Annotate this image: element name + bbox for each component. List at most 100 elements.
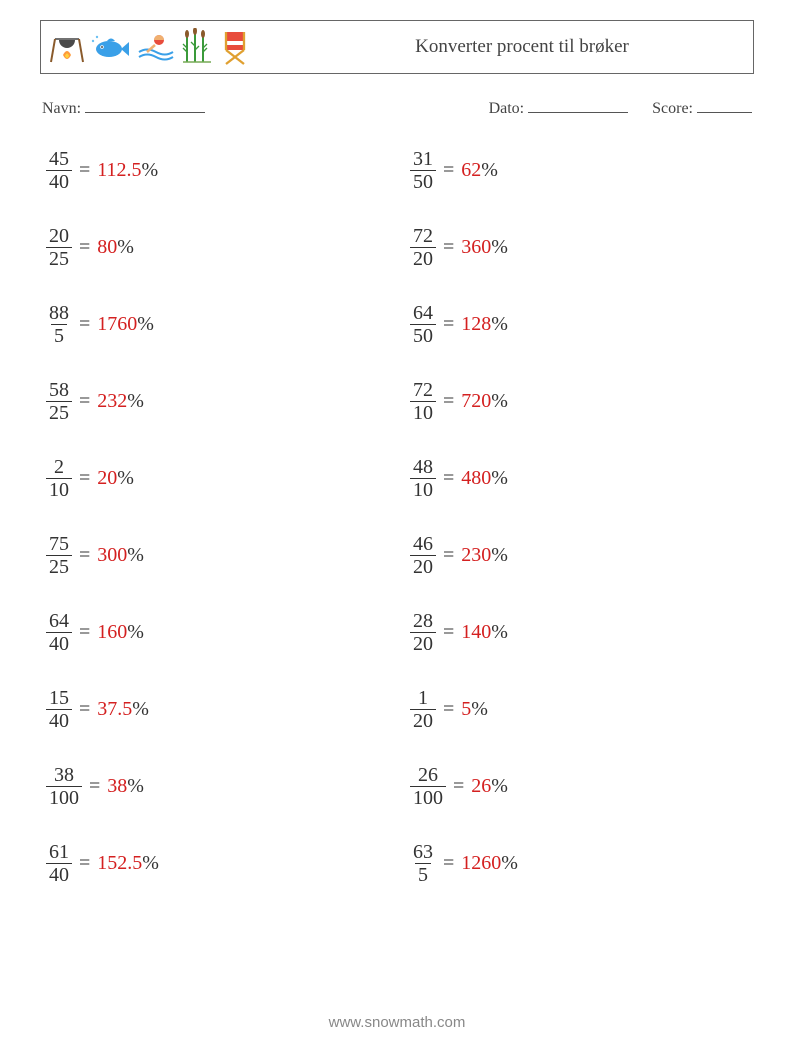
- fraction: 2820: [410, 610, 436, 655]
- chair-icon: [219, 28, 251, 66]
- answer-value: 38: [107, 775, 127, 798]
- percent-sign: %: [127, 621, 144, 644]
- numerator: 75: [46, 533, 72, 555]
- problems-grid: 4540=112.5%3150=62%2025=80%7220=360%885=…: [40, 148, 754, 886]
- answer-value: 360: [461, 236, 491, 259]
- percent-sign: %: [117, 467, 134, 490]
- problem-row: 3150=62%: [410, 148, 754, 193]
- fraction: 6140: [46, 841, 72, 886]
- problem-row: 2025=80%: [46, 225, 390, 270]
- numerator: 64: [46, 610, 72, 632]
- equals-sign: =: [443, 544, 454, 567]
- numerator: 38: [51, 764, 77, 786]
- footer-link: www.snowmath.com: [0, 1014, 794, 1031]
- percent-sign: %: [491, 775, 508, 798]
- answer-value: 1260: [461, 852, 501, 875]
- answer-value: 20: [97, 467, 117, 490]
- denominator: 20: [410, 632, 436, 655]
- fraction: 1540: [46, 687, 72, 732]
- fraction: 2025: [46, 225, 72, 270]
- fraction: 5825: [46, 379, 72, 424]
- percent-sign: %: [127, 775, 144, 798]
- denominator: 40: [46, 632, 72, 655]
- percent-sign: %: [142, 159, 159, 182]
- fish-icon: [91, 31, 131, 63]
- numerator: 58: [46, 379, 72, 401]
- fraction: 4540: [46, 148, 72, 193]
- numerator: 45: [46, 148, 72, 170]
- problem-row: 6440 = 160%: [46, 610, 390, 655]
- percent-sign: %: [491, 390, 508, 413]
- denominator: 25: [46, 247, 72, 270]
- percent-sign: %: [491, 313, 508, 336]
- problem-row: 4620 = 230%: [410, 533, 754, 578]
- problem-row: 38100=38%: [46, 764, 390, 809]
- denominator: 10: [410, 401, 436, 424]
- problem-row: 6450 = 128%: [410, 302, 754, 347]
- equals-sign: =: [79, 621, 90, 644]
- numerator: 48: [410, 456, 436, 478]
- problem-row: 885=1760%: [46, 302, 390, 347]
- answer-value: 480: [461, 467, 491, 490]
- numerator: 15: [46, 687, 72, 709]
- numerator: 31: [410, 148, 436, 170]
- fraction: 3150: [410, 148, 436, 193]
- denominator: 20: [410, 247, 436, 270]
- score-label: Score:: [652, 100, 752, 118]
- problem-row: 7525=300%: [46, 533, 390, 578]
- denominator: 10: [410, 478, 436, 501]
- percent-sign: %: [491, 467, 508, 490]
- equals-sign: =: [79, 236, 90, 259]
- denominator: 100: [46, 786, 82, 809]
- denominator: 5: [51, 324, 67, 347]
- fraction: 38100: [46, 764, 82, 809]
- denominator: 50: [410, 324, 436, 347]
- numerator: 63: [410, 841, 436, 863]
- problem-row: 26100 = 26%: [410, 764, 754, 809]
- answer-value: 230: [461, 544, 491, 567]
- equals-sign: =: [443, 313, 454, 336]
- fraction: 26100: [410, 764, 446, 809]
- percent-sign: %: [471, 698, 488, 721]
- header-icons: [41, 28, 251, 66]
- equals-sign: =: [79, 852, 90, 875]
- denominator: 100: [410, 786, 446, 809]
- date-label: Dato:: [489, 100, 629, 118]
- equals-sign: =: [79, 313, 90, 336]
- answer-value: 37.5: [97, 698, 132, 721]
- fraction: 7525: [46, 533, 72, 578]
- denominator: 25: [46, 401, 72, 424]
- numerator: 26: [415, 764, 441, 786]
- campfire-icon: [49, 29, 85, 65]
- problem-row: 7220=360%: [410, 225, 754, 270]
- numerator: 72: [410, 225, 436, 247]
- percent-sign: %: [491, 236, 508, 259]
- fraction: 6440: [46, 610, 72, 655]
- answer-value: 1760: [97, 313, 137, 336]
- numerator: 28: [410, 610, 436, 632]
- answer-value: 128: [461, 313, 491, 336]
- equals-sign: =: [79, 544, 90, 567]
- problem-row: 2820=140%: [410, 610, 754, 655]
- equals-sign: =: [79, 467, 90, 490]
- fraction: 4620: [410, 533, 436, 578]
- fraction: 7220: [410, 225, 436, 270]
- percent-sign: %: [501, 852, 518, 875]
- answer-value: 112.5: [97, 159, 141, 182]
- problem-row: 4540=112.5%: [46, 148, 390, 193]
- answer-value: 140: [461, 621, 491, 644]
- problem-row: 7210=720%: [410, 379, 754, 424]
- problem-row: 635=1260%: [410, 841, 754, 886]
- percent-sign: %: [491, 621, 508, 644]
- fraction: 120: [410, 687, 436, 732]
- header-box: Konverter procent til brøker: [40, 20, 754, 74]
- percent-sign: %: [491, 544, 508, 567]
- fraction: 4810: [410, 456, 436, 501]
- answer-value: 160: [97, 621, 127, 644]
- meta-row: Navn: Dato: Score:: [40, 100, 754, 118]
- equals-sign: =: [453, 775, 464, 798]
- fraction: 6450: [410, 302, 436, 347]
- numerator: 1: [415, 687, 431, 709]
- fraction: 210: [46, 456, 72, 501]
- answer-value: 300: [97, 544, 127, 567]
